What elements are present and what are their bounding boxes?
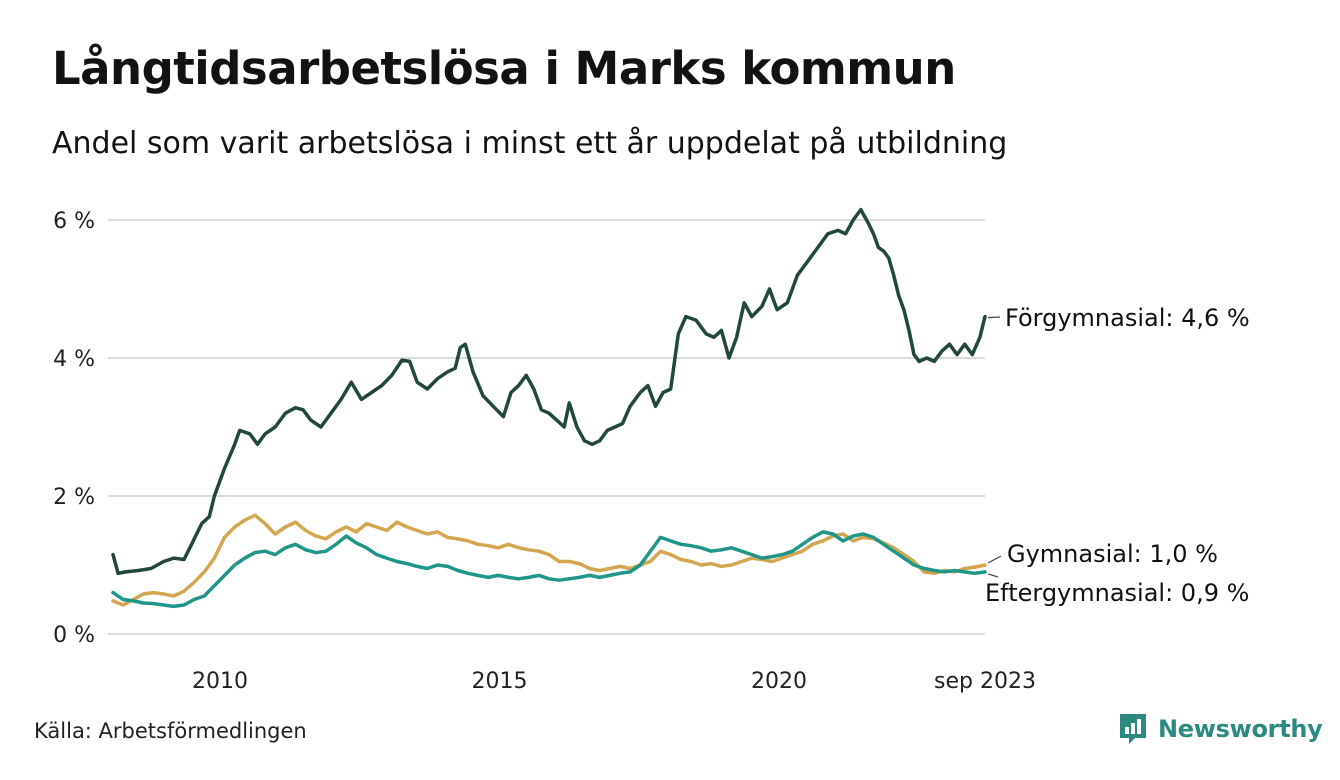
gridlines [108, 219, 985, 635]
brand-name: Newsworthy [1158, 715, 1323, 743]
source-note: Källa: Arbetsförmedlingen [34, 719, 307, 743]
y-tick-label: 6 % [53, 209, 95, 234]
label-connector [987, 316, 1001, 319]
line-chart: 0 % 2 % 4 % 6 % 2010 2015 2020 sep 2023 Förgym… [53, 207, 1250, 694]
series-end-label: Gymnasial: 1,0 % [1007, 540, 1218, 568]
x-tick-label: 2020 [751, 669, 807, 694]
series-line-gymnasial [111, 513, 987, 607]
label-connector [987, 573, 999, 578]
x-tick-label: 2015 [472, 669, 528, 694]
label-connector [987, 555, 1002, 564]
series-end-label: Eftergymnasial: 0,9 % [985, 579, 1249, 607]
y-axis-ticks: 0 % 2 % 4 % 6 % [53, 209, 95, 648]
chart-subtitle: Andel som varit arbetslösa i minst ett å… [52, 126, 1008, 161]
x-tick-label: sep 2023 [934, 669, 1036, 694]
y-tick-label: 2 % [53, 485, 95, 510]
chart-title: Långtidsarbetslösa i Marks kommun [52, 42, 956, 95]
series-end-label: Förgymnasial: 4,6 % [1005, 304, 1250, 332]
x-axis-ticks: 2010 2015 2020 sep 2023 [192, 669, 1036, 694]
series-line-förgymnasial [111, 207, 987, 576]
brand-logo: Newsworthy [1118, 712, 1323, 746]
series-line-eftergymnasial [111, 530, 987, 609]
x-tick-label: 2010 [192, 669, 248, 694]
newsworthy-logo-icon [1120, 714, 1146, 744]
y-tick-label: 0 % [53, 623, 95, 648]
y-tick-label: 4 % [53, 347, 95, 372]
series-end-labels: Förgymnasial: 4,6 % Gymnasial: 1,0 % Efter… [985, 304, 1250, 607]
series-lines [111, 207, 987, 609]
